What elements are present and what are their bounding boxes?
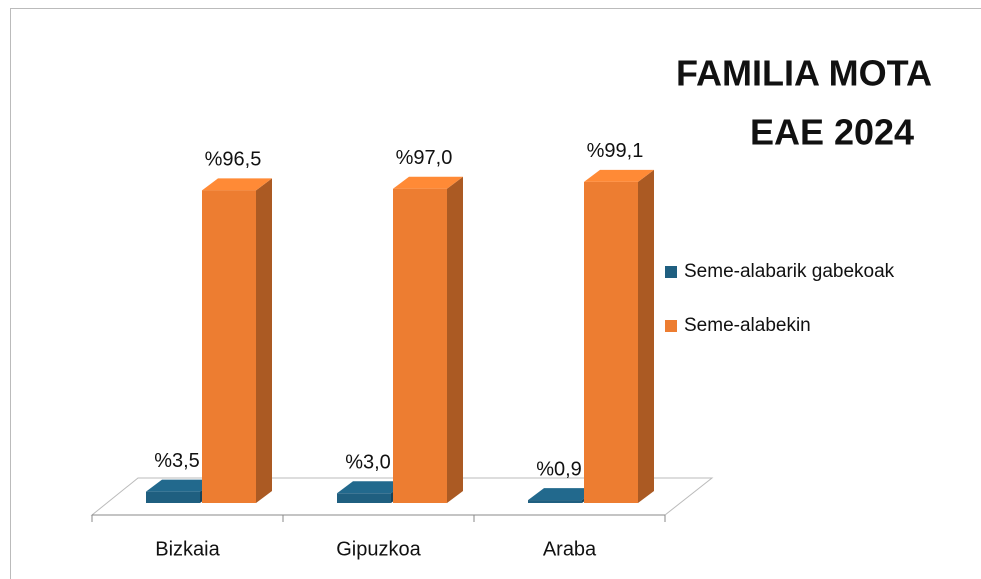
bar <box>393 176 463 503</box>
bar-front <box>202 190 256 503</box>
x-tick-label: Bizkaia <box>155 538 220 560</box>
bar-front <box>146 491 200 503</box>
bar-top <box>202 178 272 191</box>
bar-front <box>393 188 447 503</box>
bar-top <box>393 176 463 189</box>
bar <box>584 169 654 503</box>
bar-front <box>337 493 391 503</box>
data-label: %97,0 <box>396 147 453 169</box>
legend-swatch <box>665 320 677 332</box>
data-label: %3,5 <box>154 450 200 472</box>
legend-label: Seme-alabarik gabekoak <box>684 261 895 282</box>
data-label: %96,5 <box>205 149 262 171</box>
data-label: %0,9 <box>536 458 582 480</box>
data-label: %3,0 <box>345 452 391 474</box>
bar-front <box>584 181 638 503</box>
bar-side <box>447 176 463 503</box>
legend-label: Seme-alabekin <box>684 315 811 336</box>
bar-top <box>337 481 407 494</box>
x-tick-label: Gipuzkoa <box>336 538 421 560</box>
bar-top <box>528 488 598 501</box>
bar-front <box>528 500 582 503</box>
chart-subtitle: EAE 2024 <box>750 112 914 153</box>
x-tick-label: Araba <box>543 538 597 560</box>
bar-top <box>584 169 654 182</box>
legend-swatch <box>665 266 677 278</box>
bar-side <box>638 169 654 503</box>
bar-side <box>256 178 272 503</box>
bar-top <box>146 479 216 492</box>
data-label: %99,1 <box>587 140 644 162</box>
chart-title: FAMILIA MOTA <box>676 53 932 94</box>
bar <box>202 178 272 503</box>
